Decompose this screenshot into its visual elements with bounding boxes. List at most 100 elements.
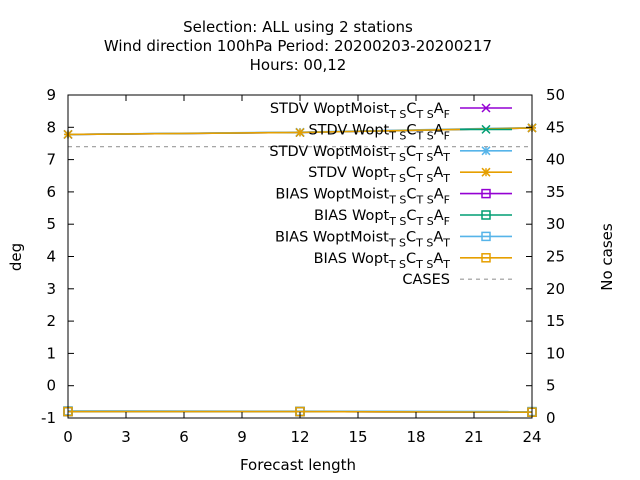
legend-text: BIAS Wopt bbox=[314, 208, 390, 224]
legend-label-2: STDV WoptMoistT SCT SAT bbox=[269, 144, 450, 164]
y-tick-label: 3 bbox=[46, 280, 56, 298]
legend-label-7: BIAS WoptT SCT SAT bbox=[314, 251, 451, 271]
legend-text: A bbox=[434, 122, 444, 138]
y-tick-label: 1 bbox=[46, 344, 56, 362]
legend-marker-0 bbox=[481, 103, 491, 113]
axes: 0 3 6 9 12 15 18 21 24-1012345678905101520253035… bbox=[41, 86, 565, 446]
legend-label-4: BIAS WoptMoistT SCT SAF bbox=[275, 187, 450, 207]
legend-text: A bbox=[433, 251, 443, 267]
y-axis-label: deg bbox=[7, 243, 25, 271]
legend-subscript: T S bbox=[388, 108, 406, 121]
legend-subscript: F bbox=[444, 129, 450, 142]
legend-text: STDV Wopt bbox=[308, 165, 389, 181]
legend-marker-2 bbox=[481, 146, 491, 156]
legend-text: STDV Wopt bbox=[308, 122, 389, 138]
legend-marker-5 bbox=[481, 210, 491, 220]
series-lines bbox=[63, 123, 537, 417]
y2-tick-label: 40 bbox=[546, 151, 565, 169]
legend-text: A bbox=[434, 208, 444, 224]
chart-title: Selection: ALL using 2 stations Wind dir… bbox=[104, 18, 492, 74]
legend-marker-1-stroke bbox=[481, 124, 491, 134]
y-tick-label: 8 bbox=[46, 118, 56, 136]
legend-label-6: BIAS WoptMoistT SCT SAT bbox=[275, 229, 450, 249]
legend-text: C bbox=[406, 122, 416, 138]
title-line-2: Wind direction 100hPa Period: 20200203-2… bbox=[104, 37, 492, 55]
x-tick-label: 21 bbox=[464, 428, 483, 446]
y-tick-label: 0 bbox=[46, 377, 56, 395]
legend-text: STDV WoptMoist bbox=[270, 101, 390, 117]
legend-text: C bbox=[406, 144, 416, 160]
y-tick-label: 7 bbox=[46, 151, 56, 169]
legend-subscript: F bbox=[444, 194, 450, 207]
legend-text: C bbox=[406, 165, 416, 181]
y2-tick-label: 25 bbox=[546, 248, 565, 266]
title-line-3: Hours: 00,12 bbox=[250, 56, 347, 74]
y2-axis-label: No cases bbox=[598, 223, 616, 291]
legend-text: C bbox=[406, 229, 416, 245]
y-tick-label: 5 bbox=[46, 215, 56, 233]
legend-text: BIAS Wopt bbox=[314, 251, 390, 267]
legend-text: CASES bbox=[402, 272, 450, 288]
x-tick-label: 15 bbox=[348, 428, 367, 446]
x-tick-label: 9 bbox=[237, 428, 247, 446]
legend-subscript: T S bbox=[416, 129, 434, 142]
x-tick-label: 6 bbox=[179, 428, 189, 446]
legend-subscript: F bbox=[444, 108, 450, 121]
legend-marker-1 bbox=[481, 124, 491, 134]
legend-text: A bbox=[434, 187, 444, 203]
legend-subscript: T bbox=[442, 151, 450, 164]
legend-subscript: T S bbox=[415, 236, 433, 249]
legend-text: C bbox=[406, 208, 416, 224]
y2-tick-label: 30 bbox=[546, 215, 565, 233]
legend-label-3: STDV WoptT SCT SAT bbox=[308, 165, 450, 185]
x-tick-label: 24 bbox=[522, 428, 541, 446]
y2-tick-label: 20 bbox=[546, 280, 565, 298]
legend-subscript: T bbox=[442, 172, 450, 185]
legend-subscript: T S bbox=[388, 215, 406, 228]
legend-text: A bbox=[433, 229, 443, 245]
legend-subscript: T S bbox=[388, 258, 406, 271]
legend-text: A bbox=[433, 165, 443, 181]
legend-label-8: CASES bbox=[402, 272, 450, 288]
legend-subscript: T S bbox=[388, 151, 406, 164]
legend-subscript: T S bbox=[415, 258, 433, 271]
legend-subscript: T S bbox=[416, 215, 434, 228]
series-line-7 bbox=[68, 410, 533, 413]
legend-subscript: T S bbox=[416, 108, 434, 121]
legend-text: C bbox=[406, 187, 416, 203]
x-tick-label: 0 bbox=[63, 428, 73, 446]
legend-marker-4 bbox=[481, 188, 491, 199]
legend-text: STDV WoptMoist bbox=[269, 144, 389, 160]
y2-tick-label: 50 bbox=[546, 86, 565, 104]
x-tick-label: 18 bbox=[406, 428, 425, 446]
legend-text: BIAS WoptMoist bbox=[275, 187, 389, 203]
legend-subscript: F bbox=[444, 215, 450, 228]
legend-marker-7 bbox=[481, 253, 491, 263]
y-tick-label: 2 bbox=[46, 312, 56, 330]
legend-marker-0-stroke bbox=[481, 103, 491, 113]
y2-tick-label: 0 bbox=[546, 409, 556, 427]
x-axis-label: Forecast length bbox=[240, 456, 356, 474]
legend-subscript: T S bbox=[388, 129, 406, 142]
legend-text: C bbox=[406, 251, 416, 267]
legend-subscript: T bbox=[442, 236, 450, 249]
legend-subscript: T S bbox=[388, 194, 406, 207]
legend-label-1: STDV WoptT SCT SAF bbox=[308, 122, 450, 142]
legend-subscript: T S bbox=[388, 172, 406, 185]
legend-subscript: T S bbox=[388, 236, 406, 249]
legend-subscript: T S bbox=[415, 151, 433, 164]
legend-text: A bbox=[433, 144, 443, 160]
legend-text: BIAS WoptMoist bbox=[275, 229, 389, 245]
y-tick-label: 6 bbox=[46, 183, 56, 201]
legend-text: A bbox=[434, 101, 444, 117]
legend-subscript: T bbox=[442, 258, 450, 271]
y2-tick-label: 10 bbox=[546, 344, 565, 362]
legend-subscript: T S bbox=[416, 194, 434, 207]
y-tick-label: 4 bbox=[46, 248, 56, 266]
y2-tick-label: 45 bbox=[546, 118, 565, 136]
y2-tick-label: 15 bbox=[546, 312, 565, 330]
y-tick-label: 9 bbox=[46, 86, 56, 104]
legend-marker-6 bbox=[481, 231, 491, 242]
